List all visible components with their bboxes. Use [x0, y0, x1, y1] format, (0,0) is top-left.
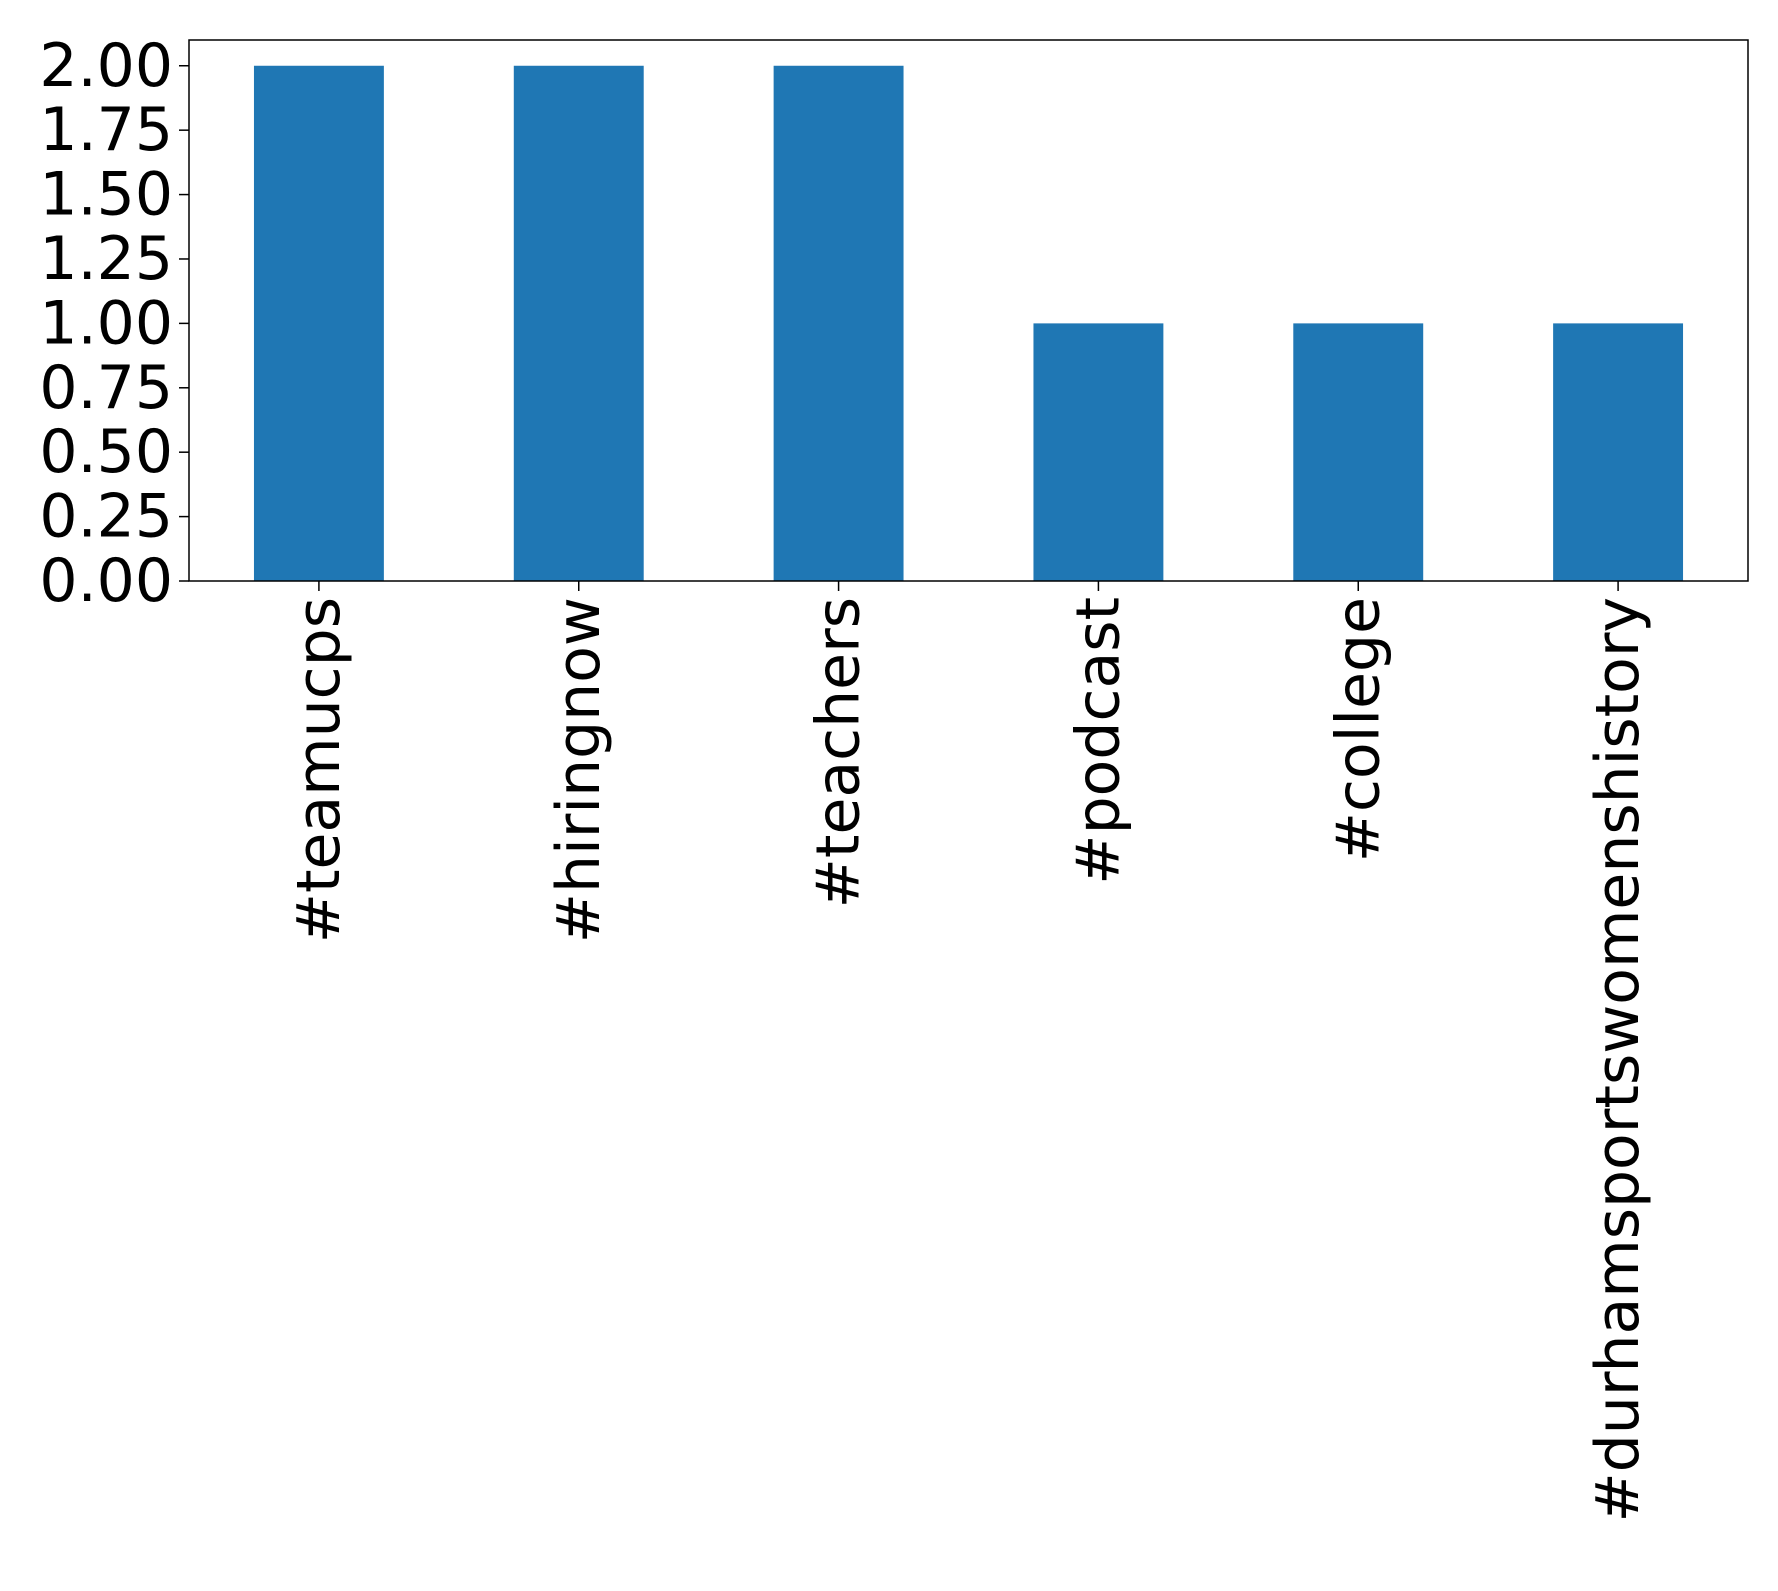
y-tick-label: 0.25	[39, 482, 173, 552]
x-tick-label: #college	[1323, 597, 1393, 862]
bar	[1293, 323, 1424, 581]
plot-frame	[188, 39, 1749, 582]
y-tick-label: 0.75	[39, 353, 173, 423]
y-tick-label: 0.50	[39, 417, 173, 487]
y-tick-label: 1.75	[39, 95, 173, 165]
bar	[513, 65, 644, 581]
bar	[1033, 323, 1164, 581]
x-tick-label: #teachers	[804, 597, 874, 908]
y-tick-label: 1.50	[39, 160, 173, 230]
bar	[1553, 323, 1684, 581]
y-tick-label: 1.25	[39, 224, 173, 294]
y-tick-label: 2.00	[39, 31, 173, 101]
x-tick-label: #durhamsportswomenshistory	[1583, 597, 1653, 1523]
bar	[253, 65, 384, 581]
y-tick-label: 0.00	[39, 546, 173, 616]
x-tick-label: #hiringnow	[544, 597, 614, 943]
x-tick-label: #podcast	[1063, 597, 1133, 885]
x-tick-label: #teamucps	[284, 597, 354, 943]
y-tick-label: 1.00	[39, 288, 173, 358]
bar	[773, 65, 904, 581]
